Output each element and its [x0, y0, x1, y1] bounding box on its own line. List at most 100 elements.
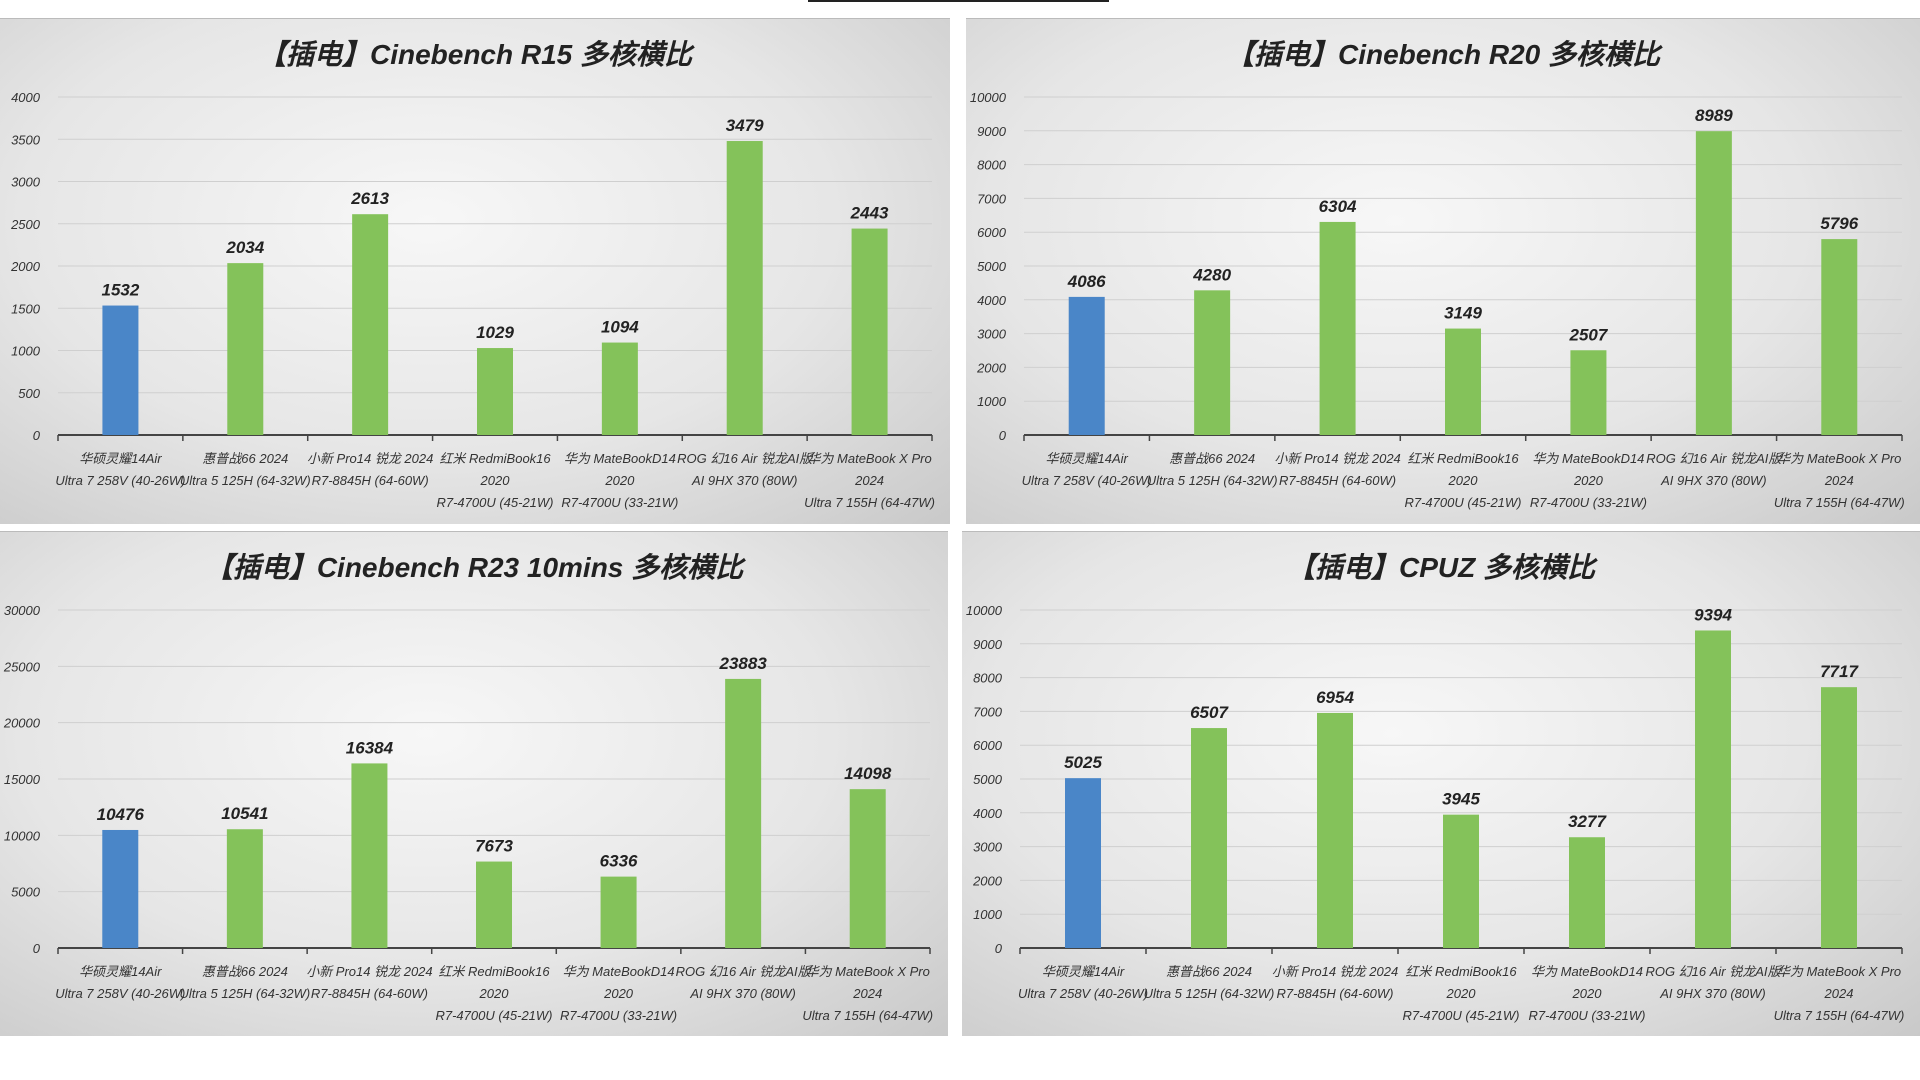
bar [1569, 837, 1605, 948]
x-category-label: R7-4700U (45-21W) [436, 495, 553, 510]
bar [1570, 350, 1607, 435]
x-category-label: 2020 [1572, 986, 1603, 1001]
x-category-label: 2024 [852, 986, 882, 1001]
bar [1445, 328, 1481, 435]
y-tick-label: 10000 [4, 828, 41, 843]
y-tick-label: 8000 [977, 158, 1007, 173]
x-category-label: Ultra 7 258V (40-26W) [55, 986, 185, 1001]
x-category-label: 2024 [854, 473, 884, 488]
bar [226, 829, 263, 948]
data-label: 23883 [719, 654, 768, 673]
x-category-label: AI 9HX 370 (80W) [691, 473, 798, 488]
data-label: 1094 [601, 318, 639, 337]
y-tick-label: 6000 [973, 738, 1003, 753]
x-category-label: R7-4700U (45-21W) [435, 1008, 552, 1023]
y-tick-label: 7000 [973, 704, 1003, 719]
y-tick-label: 4000 [977, 293, 1007, 308]
chart-cinebench-r20: 【插电】Cinebench R20 多核横比 0 1000 2000 3000 4000 5… [966, 18, 1920, 524]
data-label: 3277 [1568, 812, 1607, 831]
data-label: 6954 [1316, 688, 1354, 707]
top-divider [808, 0, 1109, 2]
bar [726, 141, 763, 435]
y-tick-label: 2500 [10, 217, 41, 232]
x-category-label: 惠普战66 2024 [202, 964, 288, 979]
chart-cinebench-r15: 【插电】Cinebench R15 多核横比 0 500 1000 1500 2000 25… [0, 18, 950, 524]
data-label: 6304 [1319, 197, 1357, 216]
x-category-label: 2024 [1824, 986, 1854, 1001]
y-tick-label: 0 [33, 428, 41, 443]
chart-cinebench-r23: 【插电】Cinebench R23 10mins 多核横比 0 5000 10000 1… [0, 531, 948, 1036]
bar [1317, 712, 1353, 948]
bar [1695, 131, 1732, 435]
bar [351, 763, 388, 948]
x-category-label: 惠普战66 2024 [202, 451, 288, 466]
x-category-label: 2020 [1573, 473, 1604, 488]
y-tick-label: 1000 [973, 907, 1003, 922]
y-tick-label: 3000 [11, 175, 41, 190]
x-category-label: 华为 MateBook X Pro [807, 451, 931, 466]
y-tick-label: 2000 [10, 259, 41, 274]
bar [227, 263, 264, 435]
x-category-label: R7-8845H (64-60W) [1276, 986, 1393, 1001]
data-label: 6507 [1190, 703, 1229, 722]
data-label: 2507 [1569, 325, 1609, 344]
bar [102, 305, 139, 435]
data-label: 9394 [1694, 605, 1732, 624]
chart-svg: 【插电】Cinebench R23 10mins 多核横比 0 5000 10000 1… [3, 552, 933, 1023]
bar [600, 876, 637, 948]
x-category-label: R7-4700U (45-21W) [1404, 495, 1521, 510]
bar [601, 342, 638, 435]
bar [1821, 687, 1857, 948]
x-category-label: Ultra 7 155H (64-47W) [804, 495, 935, 510]
y-tick-label: 5000 [973, 772, 1003, 787]
x-category-label: R7-4700U (45-21W) [1402, 1008, 1519, 1023]
x-category-label: Ultra 7 155H (64-47W) [802, 1008, 933, 1023]
chart-title: 【插电】Cinebench R20 多核横比 [1226, 39, 1663, 70]
x-category-label: 红米 RedmiBook16 [1405, 964, 1517, 979]
data-label: 16384 [346, 738, 394, 757]
x-category-label: Ultra 7 155H (64-47W) [1774, 495, 1905, 510]
y-tick-label: 15000 [4, 772, 41, 787]
x-category-label: 惠普战66 2024 [1169, 451, 1255, 466]
x-category-label: ROG 幻16 Air 锐龙AI版 [676, 964, 813, 979]
x-category-label: 华硕灵耀14Air [1042, 964, 1125, 979]
data-label: 6336 [600, 852, 638, 871]
x-category-label: ROG 幻16 Air 锐龙AI版 [677, 451, 814, 466]
y-tick-label: 8000 [973, 671, 1003, 686]
x-category-label: 红米 RedmiBook16 [439, 451, 551, 466]
x-category-label: 华为 MateBook X Pro [1777, 964, 1901, 979]
x-category-label: 2020 [1446, 986, 1477, 1001]
x-category-label: 华为 MateBookD14 [564, 451, 676, 466]
y-tick-label: 3000 [973, 840, 1003, 855]
bar [1319, 221, 1356, 435]
x-category-label: 2020 [479, 986, 510, 1001]
y-tick-label: 2000 [972, 873, 1003, 888]
x-category-label: 小新 Pro14 锐龙 2024 [307, 451, 433, 466]
y-tick-label: 1500 [11, 301, 41, 316]
x-category-label: R7-8845H (64-60W) [311, 986, 428, 1001]
data-label: 1029 [476, 323, 514, 342]
bar [476, 861, 512, 948]
y-tick-label: 3000 [977, 327, 1007, 342]
y-tick-label: 6000 [977, 225, 1007, 240]
bar [1695, 630, 1731, 948]
data-label: 4280 [1192, 265, 1231, 284]
bar [851, 228, 888, 435]
data-label: 5796 [1820, 214, 1858, 233]
chart-svg: 【插电】Cinebench R20 多核横比 0 1000 2000 3000 4000 5… [970, 39, 1905, 510]
x-category-label: AI 9HX 370 (80W) [689, 986, 796, 1001]
x-category-label: ROG 幻16 Air 锐龙AI版 [1645, 964, 1782, 979]
y-tick-label: 0 [33, 941, 41, 956]
x-category-label: 小新 Pro14 锐龙 2024 [1272, 964, 1398, 979]
bar [849, 789, 886, 948]
y-tick-label: 10000 [970, 90, 1007, 105]
data-label: 7717 [1820, 662, 1859, 681]
data-label: 2443 [850, 204, 889, 223]
bar [725, 678, 762, 948]
data-label: 8989 [1695, 106, 1733, 125]
x-category-label: AI 9HX 370 (80W) [1659, 986, 1766, 1001]
x-category-label: 小新 Pro14 锐龙 2024 [1274, 451, 1400, 466]
x-category-label: 2020 [480, 473, 511, 488]
bar [1443, 814, 1479, 948]
x-category-label: 华为 MateBookD14 [1532, 451, 1644, 466]
